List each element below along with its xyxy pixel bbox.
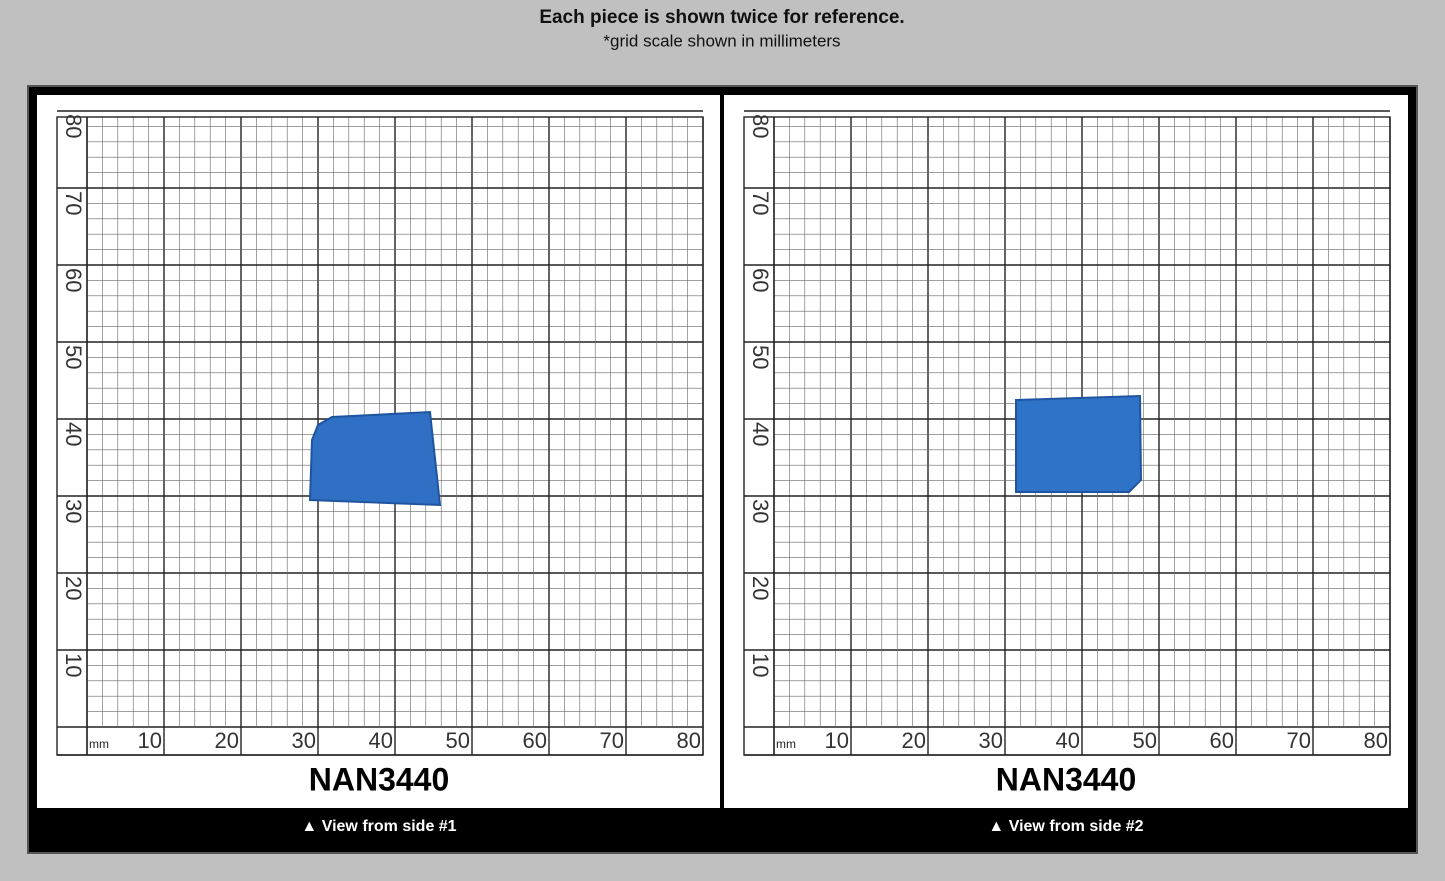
x-scale-label: 20 (215, 728, 239, 753)
caption: ▲ View from side #1 (301, 818, 456, 835)
y-scale-label: 40 (748, 422, 773, 446)
unit-label: mm (776, 737, 796, 751)
x-scale-label: 80 (677, 728, 701, 753)
y-scale-label: 30 (61, 499, 86, 523)
piece-label: NAN3440 (996, 761, 1137, 797)
y-scale-label: 50 (61, 345, 86, 369)
y-scale-label: 70 (748, 191, 773, 215)
y-scale-label: 10 (61, 653, 86, 677)
x-scale-label: 30 (292, 728, 316, 753)
x-scale-label: 50 (1133, 728, 1157, 753)
stone (308, 410, 442, 507)
x-scale-label: 70 (600, 728, 624, 753)
x-scale-label: 40 (1056, 728, 1080, 753)
x-scale-label: 30 (979, 728, 1003, 753)
y-scale-label: 80 (748, 114, 773, 138)
stone (1015, 394, 1143, 493)
y-scale-label: 20 (61, 576, 86, 600)
x-scale-label: 70 (1287, 728, 1311, 753)
y-scale-label: 30 (748, 499, 773, 523)
x-scale-label: 60 (523, 728, 547, 753)
unit-label: mm (89, 737, 109, 751)
x-scale-label: 60 (1210, 728, 1234, 753)
y-scale-label: 40 (61, 422, 86, 446)
title: Each piece is shown twice for reference. (539, 7, 904, 28)
y-scale-label: 60 (61, 268, 86, 292)
caption: ▲ View from side #2 (988, 818, 1143, 835)
x-scale-label: 20 (902, 728, 926, 753)
y-scale-label: 20 (748, 576, 773, 600)
y-scale-label: 70 (61, 191, 86, 215)
y-scale-label: 60 (748, 268, 773, 292)
x-scale-label: 40 (369, 728, 393, 753)
x-scale-label: 10 (825, 728, 849, 753)
x-scale-label: 80 (1364, 728, 1388, 753)
x-scale-label: 10 (138, 728, 162, 753)
subtitle: *grid scale shown in millimeters (603, 31, 840, 50)
y-scale-label: 10 (748, 653, 773, 677)
y-scale-label: 80 (61, 114, 86, 138)
x-scale-label: 50 (446, 728, 470, 753)
y-scale-label: 50 (748, 345, 773, 369)
grids: mm 10 20 30 40 50 60 70 80 10 20 30 40 50 60 70 80 NAN344… (56, 110, 1391, 835)
piece-label: NAN3440 (309, 761, 450, 797)
